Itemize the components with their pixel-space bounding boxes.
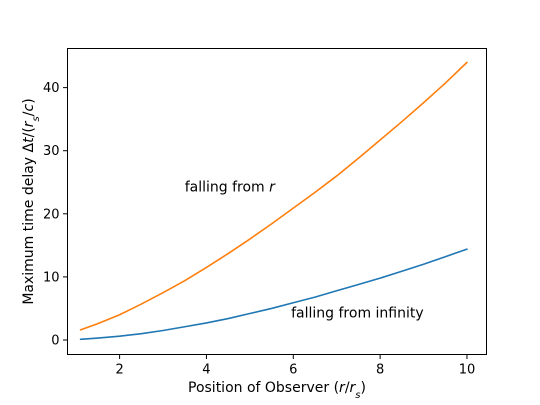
y-tick-label: 20	[43, 207, 60, 222]
series-line-1	[79, 248, 468, 341]
y-tick-label: 30	[43, 144, 60, 159]
y-tick-label: 0	[51, 333, 59, 348]
x-tick-label: 6	[289, 363, 297, 378]
y-tick-label: 10	[43, 270, 60, 285]
x-axis-label: Position of Observer (r/rs)	[188, 380, 366, 401]
x-axis-ticks: 2 4 6 8 10	[115, 354, 476, 378]
annotations: falling from r falling from infinity	[185, 180, 424, 322]
y-tick-label: 40	[43, 81, 60, 96]
series-layer	[79, 61, 468, 341]
annotation-0: falling from r	[185, 180, 276, 196]
x-tick-label: 10	[459, 363, 476, 378]
y-axis-ticks: 0 10 20 30 40	[43, 81, 68, 348]
x-tick-label: 4	[202, 363, 210, 378]
y-axis-label: Maximum time delay Δt/(rs/c)	[21, 98, 42, 304]
plot-frame	[67, 48, 487, 355]
annotation-1: falling from infinity	[291, 305, 424, 321]
series-line-0	[79, 61, 468, 331]
x-tick-label: 8	[376, 363, 384, 378]
x-tick-label: 2	[115, 363, 123, 378]
